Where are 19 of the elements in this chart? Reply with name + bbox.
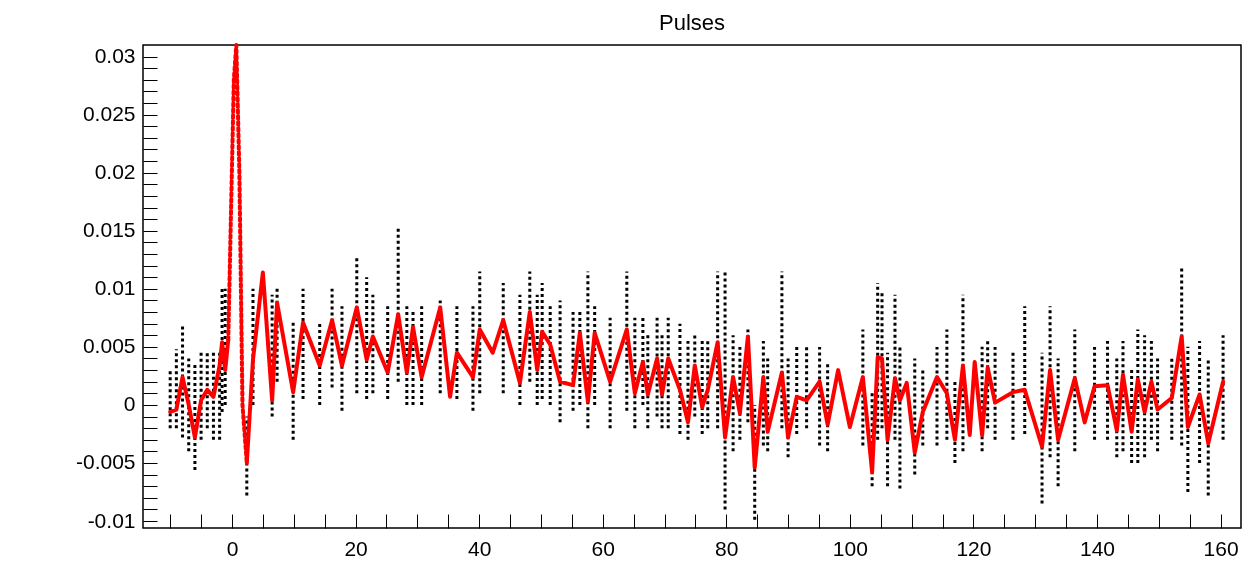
x-tick-label: 120 [956,536,992,560]
x-tick-label: 20 [344,536,368,560]
y-tick-label: 0.03 [94,44,136,68]
x-tick-label: 60 [591,536,615,560]
y-tick-label: 0.01 [94,276,136,300]
x-tick-label: 100 [832,536,868,560]
x-tick-label: 80 [715,536,739,560]
y-tick-label: -0.01 [87,508,136,532]
x-tick-label: 140 [1080,536,1116,560]
x-tick-label: 40 [467,536,492,560]
x-tick-label: 0 [226,536,239,560]
x-tick-label: 160 [1203,536,1239,560]
y-tick-label: 0.015 [82,218,136,242]
y-tick-label: 0.02 [94,160,136,184]
y-tick-label: 0.005 [82,334,136,358]
y-tick-label: -0.005 [75,450,136,474]
y-tick-label: 0.025 [82,102,136,126]
y-tick-label: 0 [123,392,136,416]
chart-title: Pulses [658,10,726,35]
